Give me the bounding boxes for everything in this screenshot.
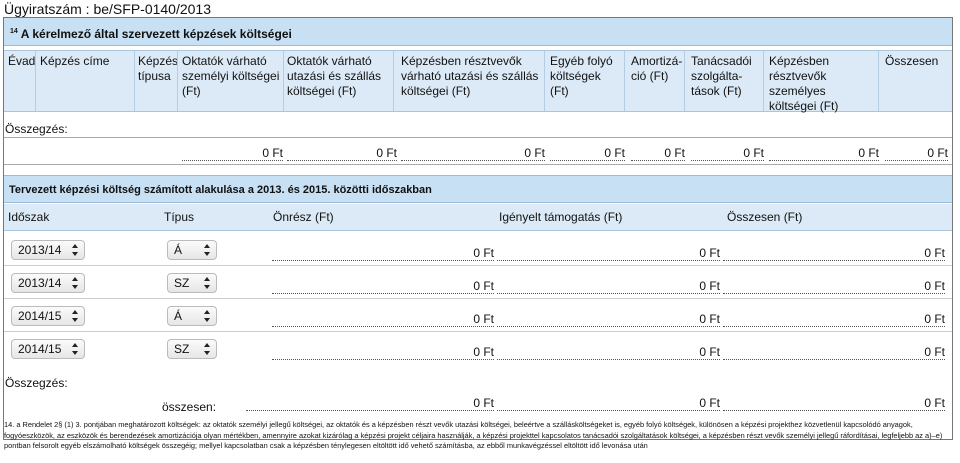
sum-participant-travel: 0 Ft bbox=[401, 146, 545, 161]
own-share-value: 0 Ft bbox=[272, 279, 494, 294]
col-period: Időszak bbox=[8, 210, 50, 224]
period-select[interactable]: 2013/14 bbox=[11, 273, 85, 293]
col-season: Évad bbox=[8, 54, 36, 68]
row-divider bbox=[4, 265, 952, 266]
type-value: Á bbox=[174, 309, 183, 323]
requested-value: 0 Ft bbox=[497, 312, 720, 327]
section-title: A kérelmező által szervezett képzések kö… bbox=[20, 27, 292, 41]
select-arrows-icon bbox=[72, 343, 79, 355]
sum-depreciation: 0 Ft bbox=[631, 146, 685, 161]
type-select[interactable]: SZ bbox=[167, 339, 217, 359]
period-value: 2013/14 bbox=[18, 243, 62, 257]
select-arrows-icon bbox=[72, 244, 79, 256]
row-total-value: 0 Ft bbox=[723, 312, 945, 327]
cost-table-header: Évad Képzés címe Képzés típusa Oktatók v… bbox=[4, 50, 952, 113]
planned-table-header: Időszak Típus Önrész (Ft) Igényelt támog… bbox=[4, 204, 952, 231]
own-share-value: 0 Ft bbox=[272, 345, 494, 360]
col-type: Képzés típusa bbox=[138, 54, 179, 83]
period-value: 2014/15 bbox=[18, 309, 62, 323]
row-total-value: 0 Ft bbox=[723, 246, 945, 261]
sum-trainer-personal: 0 Ft bbox=[182, 146, 283, 161]
row-total-value: 0 Ft bbox=[723, 345, 945, 360]
section-header-training-costs: 14 A kérelmező által szervezett képzések … bbox=[4, 18, 952, 46]
own-share-value: 0 Ft bbox=[272, 246, 494, 261]
type-select[interactable]: Á bbox=[167, 306, 217, 326]
sum-participant-personal: 0 Ft bbox=[769, 146, 879, 161]
col-consulting: Tanácsadói szolgálta-tások (Ft) bbox=[691, 54, 752, 98]
period-value: 2014/15 bbox=[18, 342, 62, 356]
type-value: SZ bbox=[174, 342, 190, 356]
type-select[interactable]: Á bbox=[167, 240, 217, 260]
total-overall: 0 Ft bbox=[723, 396, 945, 411]
sum-other-costs: 0 Ft bbox=[550, 146, 625, 161]
col-kind: Típus bbox=[164, 210, 195, 224]
col-trainer-personal: Oktatók várható személyi költségei (Ft) bbox=[182, 54, 280, 98]
period-select[interactable]: 2014/15 bbox=[11, 339, 85, 359]
select-arrows-icon bbox=[72, 310, 79, 322]
section-header-planned-costs: Tervezett képzési költség számított alak… bbox=[4, 175, 952, 203]
total-label: összesen: bbox=[162, 400, 217, 414]
col-trainer-travel: Oktatók várható utazási és szállás költs… bbox=[287, 54, 382, 98]
col-participant-personal: Képzésben résztvevők személyes költségei… bbox=[769, 54, 839, 113]
select-arrows-icon bbox=[204, 343, 211, 355]
type-value: Á bbox=[174, 243, 183, 257]
col-title: Képzés címe bbox=[40, 54, 110, 68]
col-participant-travel: Képzésben résztvevők várható utazási és … bbox=[401, 54, 539, 98]
summary-label: Összegzés: bbox=[5, 122, 68, 136]
requested-value: 0 Ft bbox=[497, 345, 720, 360]
row-divider bbox=[4, 331, 952, 332]
total-own-share: 0 Ft bbox=[246, 396, 494, 411]
sum-total: 0 Ft bbox=[885, 146, 948, 161]
col-total: Összesen bbox=[885, 54, 939, 68]
total-requested: 0 Ft bbox=[497, 396, 720, 411]
row-divider bbox=[4, 298, 952, 299]
col-planned-total: Összesen (Ft) bbox=[727, 210, 803, 224]
requested-value: 0 Ft bbox=[497, 279, 720, 294]
col-other-costs: Egyéb folyó költségek (Ft) bbox=[550, 54, 613, 98]
select-arrows-icon bbox=[72, 277, 79, 289]
select-arrows-icon bbox=[204, 310, 211, 322]
period-select[interactable]: 2014/15 bbox=[11, 306, 85, 326]
type-select[interactable]: SZ bbox=[167, 273, 217, 293]
own-share-value: 0 Ft bbox=[272, 312, 494, 327]
type-value: SZ bbox=[174, 276, 190, 290]
reference-number: Ügyiratszám : be/SFP-0140/2013 bbox=[4, 1, 211, 17]
row-total-value: 0 Ft bbox=[723, 279, 945, 294]
summary-row: 0 Ft 0 Ft 0 Ft 0 Ft 0 Ft 0 Ft 0 Ft 0 Ft bbox=[4, 137, 952, 165]
sum-consulting: 0 Ft bbox=[691, 146, 764, 161]
col-depreciation: Amortizá-ció (Ft) bbox=[631, 54, 683, 83]
select-arrows-icon bbox=[204, 244, 211, 256]
col-own-share: Önrész (Ft) bbox=[273, 210, 334, 224]
summary-label-2: Összegzés: bbox=[5, 376, 68, 390]
sum-trainer-travel: 0 Ft bbox=[287, 146, 397, 161]
form-frame bbox=[3, 17, 953, 440]
footnote-mark: 14 bbox=[10, 28, 18, 35]
footnote-text: 14. a Rendelet 2§ (1) 3. pontjában megha… bbox=[4, 420, 943, 450]
col-requested: Igényelt támogatás (Ft) bbox=[499, 210, 623, 224]
requested-value: 0 Ft bbox=[497, 246, 720, 261]
select-arrows-icon bbox=[204, 277, 211, 289]
period-select[interactable]: 2013/14 bbox=[11, 240, 85, 260]
period-value: 2013/14 bbox=[18, 276, 62, 290]
